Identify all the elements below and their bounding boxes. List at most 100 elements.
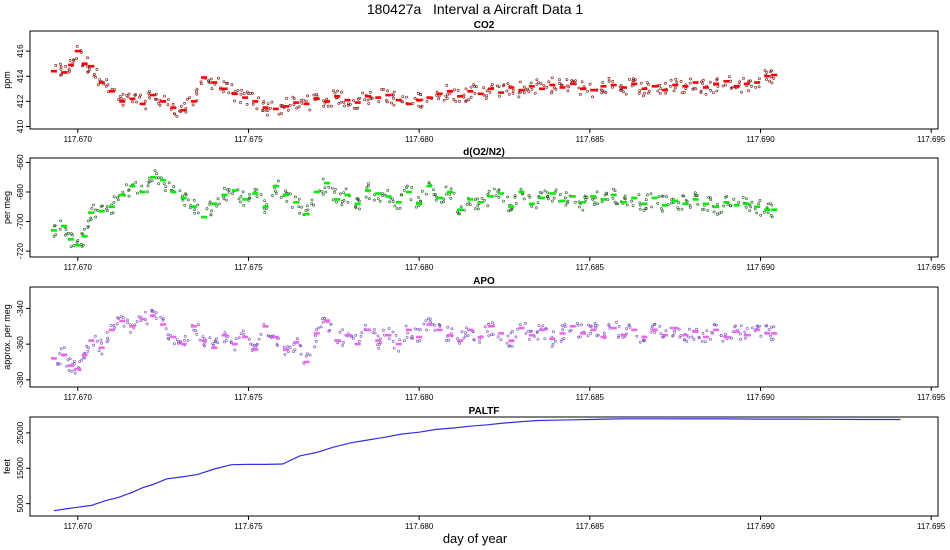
raw-sample-point bbox=[587, 323, 591, 327]
raw-sample-point bbox=[68, 357, 72, 361]
raw-sample-point bbox=[100, 341, 103, 345]
raw-sample-point bbox=[313, 345, 317, 349]
raw-sample-point bbox=[738, 80, 742, 84]
raw-sample-point bbox=[724, 83, 727, 87]
raw-sample-point bbox=[432, 188, 435, 192]
raw-sample-point bbox=[297, 205, 301, 209]
raw-sample-point bbox=[758, 77, 761, 81]
raw-sample-point bbox=[630, 84, 634, 88]
raw-sample-point bbox=[413, 327, 417, 331]
raw-sample-point bbox=[263, 211, 267, 214]
raw-sample-point bbox=[511, 89, 515, 92]
raw-sample-point bbox=[490, 333, 493, 337]
raw-sample-point bbox=[422, 322, 426, 326]
raw-sample-point bbox=[350, 335, 354, 339]
raw-sample-point bbox=[712, 210, 716, 214]
raw-sample-point bbox=[116, 198, 120, 202]
raw-sample-point bbox=[497, 195, 501, 199]
raw-sample-point bbox=[508, 344, 512, 348]
raw-sample-point bbox=[54, 233, 58, 237]
raw-sample-point bbox=[239, 101, 242, 104]
raw-sample-point bbox=[516, 327, 520, 331]
raw-sample-point bbox=[721, 339, 725, 343]
x-tick-label: 117.680 bbox=[405, 135, 434, 144]
raw-sample-point bbox=[766, 211, 770, 215]
raw-sample-point bbox=[550, 345, 554, 348]
raw-sample-point bbox=[291, 95, 295, 99]
raw-sample-point bbox=[308, 353, 312, 357]
raw-sample-point bbox=[390, 197, 394, 201]
series-line bbox=[53, 418, 901, 512]
raw-sample-point bbox=[605, 192, 609, 196]
raw-sample-point bbox=[92, 343, 95, 347]
raw-sample-point bbox=[442, 98, 446, 102]
raw-sample-point bbox=[72, 359, 76, 363]
raw-sample-point bbox=[218, 87, 222, 91]
raw-sample-point bbox=[750, 84, 753, 88]
raw-sample-point bbox=[356, 106, 360, 110]
raw-sample-point bbox=[229, 341, 233, 345]
raw-sample-point bbox=[535, 78, 539, 82]
raw-sample-point bbox=[182, 338, 186, 342]
raw-sample-point bbox=[115, 322, 119, 326]
raw-sample-point bbox=[519, 187, 523, 191]
raw-sample-point bbox=[769, 338, 773, 342]
raw-sample-point bbox=[593, 321, 597, 325]
raw-sample-point bbox=[266, 109, 270, 112]
raw-sample-point bbox=[433, 192, 437, 196]
raw-sample-point bbox=[287, 350, 290, 354]
raw-sample-point bbox=[702, 207, 706, 211]
raw-sample-point bbox=[217, 202, 221, 206]
raw-sample-point bbox=[343, 104, 347, 108]
raw-sample-point bbox=[444, 185, 448, 189]
raw-sample-point bbox=[491, 333, 495, 336]
raw-sample-point bbox=[456, 211, 460, 215]
raw-sample-point bbox=[195, 92, 199, 96]
raw-sample-point bbox=[722, 204, 726, 208]
raw-sample-point bbox=[755, 211, 759, 215]
raw-sample-point bbox=[579, 93, 582, 96]
raw-sample-point bbox=[447, 338, 451, 342]
raw-sample-point bbox=[578, 335, 582, 339]
raw-sample-point bbox=[184, 193, 188, 197]
raw-sample-point bbox=[765, 70, 769, 74]
raw-sample-point bbox=[53, 224, 57, 228]
raw-sample-point bbox=[117, 98, 121, 101]
raw-sample-point bbox=[295, 337, 299, 341]
raw-sample-point bbox=[729, 204, 732, 208]
raw-sample-point bbox=[381, 328, 385, 332]
raw-sample-point bbox=[589, 331, 593, 335]
raw-sample-point bbox=[561, 328, 565, 332]
raw-sample-point bbox=[529, 329, 533, 333]
raw-sample-point bbox=[529, 81, 533, 85]
raw-sample-point bbox=[748, 209, 752, 213]
panel-title: PALTF bbox=[469, 406, 500, 417]
raw-sample-point bbox=[679, 80, 683, 83]
raw-sample-point bbox=[707, 195, 711, 199]
raw-sample-point bbox=[622, 90, 625, 94]
raw-sample-point bbox=[135, 320, 139, 324]
x-tick-label: 117.685 bbox=[576, 263, 605, 272]
raw-sample-point bbox=[458, 100, 461, 103]
raw-sample-point bbox=[93, 72, 96, 76]
raw-sample-point bbox=[527, 329, 530, 333]
raw-sample-point bbox=[506, 82, 510, 86]
raw-sample-point bbox=[86, 225, 90, 229]
raw-sample-point bbox=[524, 321, 527, 325]
raw-sample-point bbox=[433, 328, 437, 332]
raw-sample-point bbox=[445, 84, 449, 87]
raw-sample-point bbox=[330, 186, 334, 190]
raw-sample-point bbox=[624, 92, 628, 96]
raw-sample-point bbox=[86, 56, 89, 60]
raw-sample-point bbox=[674, 77, 678, 81]
raw-sample-point bbox=[94, 208, 97, 212]
raw-sample-point bbox=[101, 204, 104, 208]
raw-sample-point bbox=[67, 67, 71, 71]
raw-sample-point bbox=[329, 322, 333, 326]
x-tick-label: 117.670 bbox=[64, 393, 93, 402]
raw-sample-point bbox=[546, 195, 550, 199]
raw-sample-point bbox=[628, 78, 631, 81]
raw-sample-point bbox=[210, 209, 214, 213]
raw-sample-point bbox=[70, 369, 73, 373]
